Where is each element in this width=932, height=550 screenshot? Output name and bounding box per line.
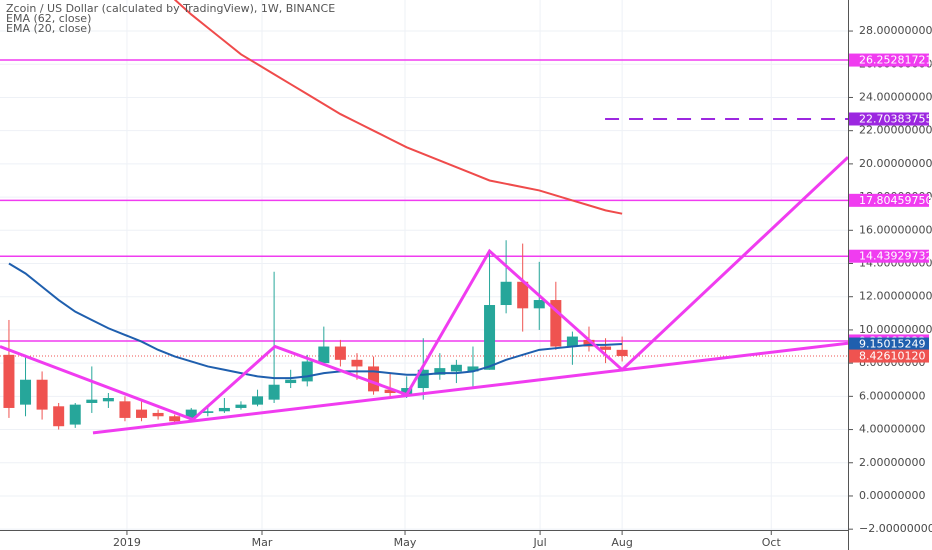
candle-body — [401, 388, 413, 395]
candle-body — [500, 281, 512, 306]
candle-body — [53, 406, 65, 427]
y-tick-label: −2.00000000 — [859, 522, 932, 535]
candle-body — [202, 411, 214, 413]
price-label-box — [849, 193, 929, 207]
candle-body — [185, 409, 197, 418]
y-tick-label: 4.00000000 — [859, 423, 925, 436]
candle-body — [334, 346, 346, 360]
y-tick-label: 12.00000000 — [859, 290, 932, 303]
chart-title: Zcoin / US Dollar (calculated by Trading… — [6, 2, 335, 15]
candle-body — [268, 384, 280, 400]
price-label: 9.15015249 — [859, 338, 925, 351]
grid — [0, 0, 848, 530]
candle-body — [566, 336, 578, 347]
x-tick-label: Aug — [611, 536, 632, 549]
candle-body — [301, 361, 313, 382]
candle-body — [517, 281, 529, 309]
y-tick-label: 2.00000000 — [859, 456, 925, 469]
candle-body — [467, 366, 479, 372]
price-label-box — [849, 249, 929, 263]
price-label-box — [849, 349, 929, 363]
y-tick-label: 28.00000000 — [859, 24, 932, 37]
price-label: 22.70383755 — [859, 112, 932, 125]
x-tick-label: May — [394, 536, 417, 549]
y-tick-label: 22.00000000 — [859, 124, 932, 137]
candle-body — [533, 300, 545, 309]
legend-entry: EMA (62, close) — [6, 12, 91, 25]
candle-body — [285, 379, 297, 384]
y-tick-label: 0.00000000 — [859, 489, 925, 502]
y-tick-label: 10.00000000 — [859, 323, 932, 336]
price-label: 17.80459750 — [859, 194, 932, 207]
y-tick-label: 6.00000000 — [859, 389, 925, 402]
y-tick-label: 16.00000000 — [859, 223, 932, 236]
y-tick-label: 20.00000000 — [859, 157, 932, 170]
candle-body — [102, 397, 114, 402]
x-tick-label: Mar — [252, 536, 273, 549]
trend-line — [92, 341, 848, 435]
price-label-box — [849, 337, 929, 351]
candle-body — [583, 339, 595, 347]
candle-body — [434, 368, 446, 375]
candle-body — [318, 346, 330, 364]
candle-body — [20, 379, 32, 405]
candle-body — [218, 407, 230, 412]
price-label-box — [849, 53, 929, 67]
candle-body — [119, 401, 131, 418]
ema-line — [174, 0, 623, 215]
candle-body — [36, 379, 48, 410]
price-label: 14.43929732 — [859, 250, 932, 263]
candle-body — [484, 305, 496, 370]
candle-body — [169, 416, 181, 422]
candle-body — [86, 399, 98, 403]
candle-body — [252, 396, 264, 405]
candle-body — [616, 349, 628, 357]
candle-body — [550, 300, 562, 347]
axes: −2.00000000 0.00000000 2.00000000 4.0000000… — [113, 24, 932, 549]
candle-body — [417, 369, 429, 389]
x-tick-label: Oct — [762, 536, 782, 549]
plot-area — [0, 0, 848, 435]
candle-body — [351, 359, 363, 367]
ema-line — [8, 262, 623, 380]
candle-body — [136, 409, 148, 418]
candle-body — [600, 346, 612, 350]
candle-body — [69, 404, 81, 425]
candle-body — [450, 364, 462, 372]
x-tick-label: Jul — [532, 536, 546, 549]
candle-body — [384, 389, 396, 394]
x-tick-label: 2019 — [113, 536, 141, 549]
price-label: 26.25281721 — [859, 54, 932, 67]
candle-body — [368, 366, 380, 392]
candle-body — [152, 412, 164, 417]
price-label-box — [849, 112, 929, 126]
candle-body — [235, 404, 247, 408]
price-label: 8.42610120 — [859, 350, 925, 363]
legend-entry: EMA (20, close) — [6, 22, 91, 35]
y-tick-label: 24.00000000 — [859, 90, 932, 103]
candle-body — [3, 354, 15, 408]
